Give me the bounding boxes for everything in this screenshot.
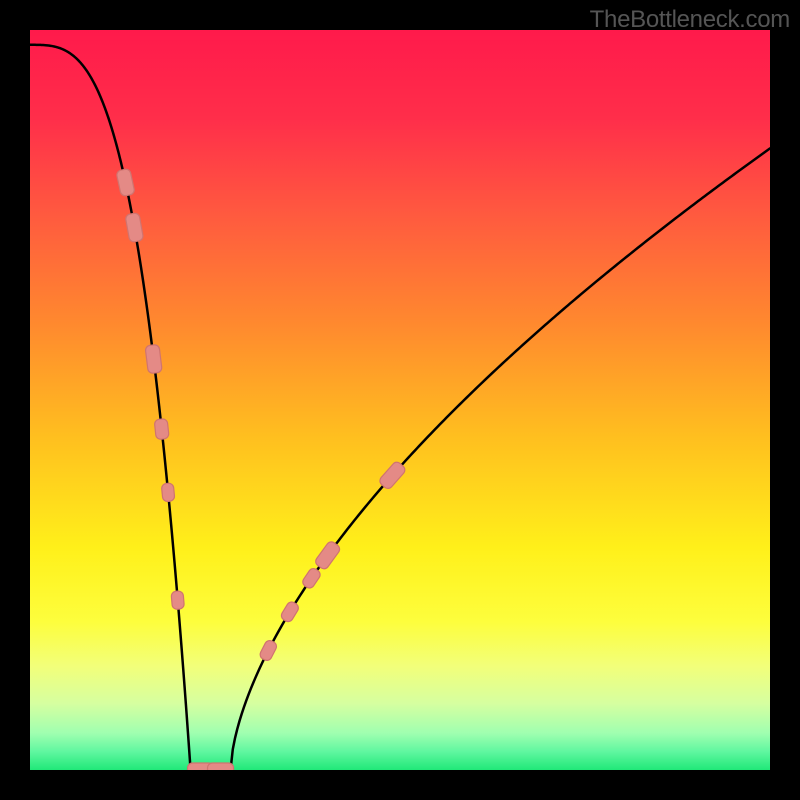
curve-marker [154,418,169,439]
gradient-background [30,30,770,770]
curve-marker [145,344,162,373]
plot-area [30,30,770,770]
curve-marker [171,591,184,610]
chart-frame: TheBottleneck.com [0,0,800,800]
watermark-text: TheBottleneck.com [590,6,790,34]
curve-marker [161,483,175,502]
bottleneck-chart [30,30,770,770]
curve-marker [208,763,234,770]
